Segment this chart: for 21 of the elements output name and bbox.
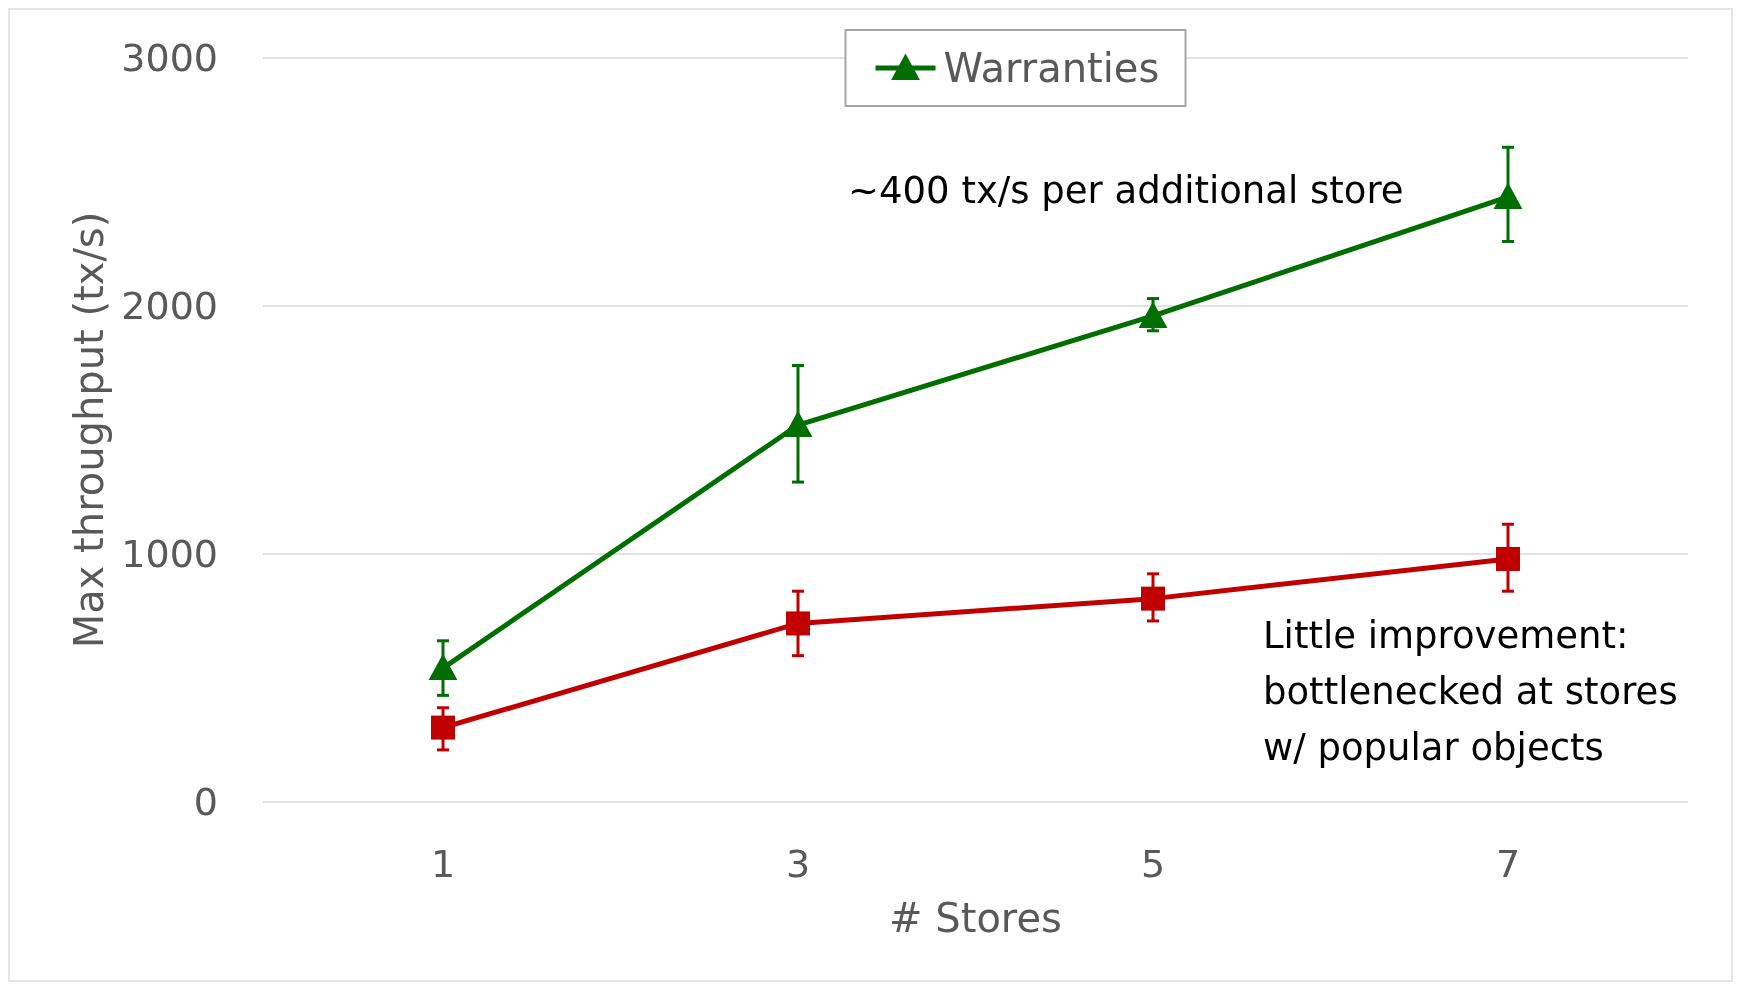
point — [1141, 586, 1165, 611]
annotation: Little improvement: bottlenecked at stores w/ popular objects — [1263, 614, 1678, 769]
y-tick-label: 0 — [193, 780, 218, 825]
x-tick-label: 1 — [430, 842, 456, 886]
x-axis-title: # Stores — [889, 895, 1062, 941]
y-tick-label: 3000 — [121, 36, 218, 81]
x-tick-label: 5 — [1140, 842, 1166, 886]
point — [783, 410, 813, 438]
annotation: ~400 tx/s per additional store — [848, 169, 1404, 212]
point — [786, 611, 810, 636]
point — [431, 715, 455, 740]
point — [1493, 182, 1523, 209]
legend-label: Warranties — [943, 45, 1160, 91]
x-tick-label: 3 — [785, 842, 811, 886]
point — [1496, 546, 1520, 571]
y-tick-label: 1000 — [121, 532, 218, 577]
x-tick-label: 7 — [1495, 842, 1521, 886]
y-axis-title: Max throughput (tx/s) — [66, 211, 112, 649]
point — [428, 653, 458, 681]
y-tick-label: 2000 — [121, 284, 218, 329]
point — [1138, 301, 1168, 328]
